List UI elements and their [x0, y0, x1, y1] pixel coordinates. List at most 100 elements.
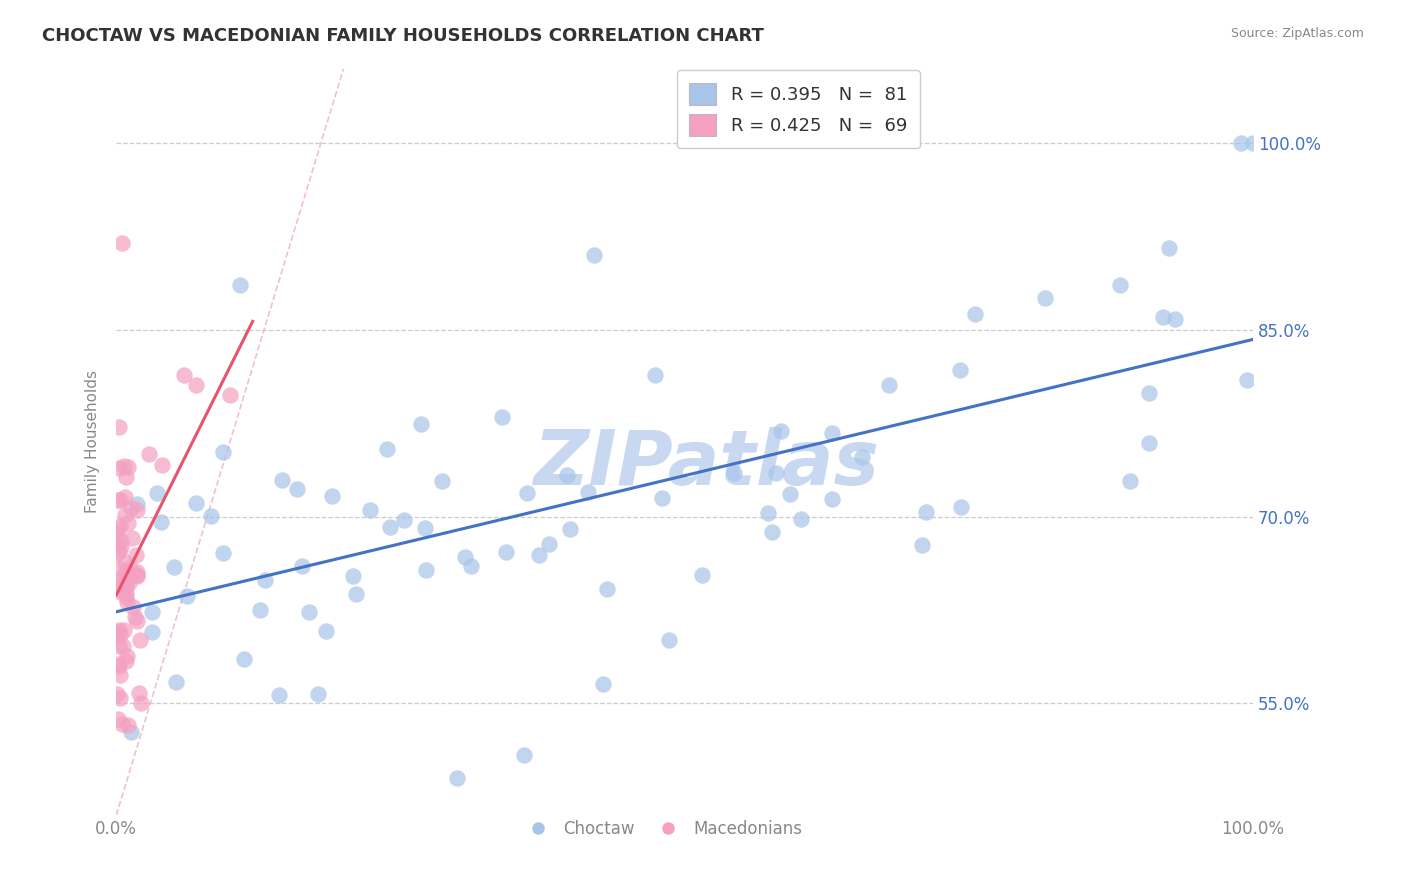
Point — [411, 417, 433, 431]
Point — [651, 491, 673, 505]
Point — [446, 771, 468, 785]
Point — [107, 687, 129, 701]
Point — [107, 659, 129, 673]
Point — [107, 657, 129, 672]
Point — [107, 536, 129, 550]
Point — [375, 442, 398, 457]
Point — [115, 580, 138, 594]
Point — [576, 485, 599, 500]
Point — [285, 483, 308, 497]
Point — [658, 633, 681, 648]
Point — [249, 603, 271, 617]
Point — [910, 538, 932, 552]
Point — [122, 599, 145, 614]
Point — [107, 542, 129, 557]
Point — [963, 307, 986, 321]
Point — [186, 496, 208, 510]
Point — [692, 567, 714, 582]
Point — [949, 363, 972, 377]
Point — [915, 505, 938, 519]
Point — [491, 409, 513, 424]
Point — [112, 574, 135, 589]
Point — [111, 640, 134, 654]
Point — [821, 492, 844, 507]
Point — [723, 466, 745, 480]
Point — [212, 445, 235, 459]
Point — [150, 515, 173, 529]
Point — [108, 623, 131, 637]
Point — [114, 564, 136, 578]
Point — [128, 686, 150, 700]
Point — [529, 548, 551, 562]
Point — [644, 368, 666, 383]
Point — [117, 516, 139, 530]
Point — [110, 691, 132, 706]
Point — [115, 590, 138, 604]
Point — [1157, 241, 1180, 255]
Text: Source: ZipAtlas.com: Source: ZipAtlas.com — [1230, 27, 1364, 40]
Point — [107, 583, 129, 598]
Point — [851, 450, 873, 465]
Point — [1137, 436, 1160, 450]
Point — [108, 628, 131, 642]
Point — [290, 558, 312, 573]
Point — [107, 522, 129, 536]
Point — [233, 651, 256, 665]
Point — [415, 563, 437, 577]
Point — [107, 624, 129, 639]
Point — [114, 586, 136, 600]
Point — [271, 473, 294, 487]
Point — [125, 565, 148, 579]
Point — [1230, 136, 1253, 151]
Point — [108, 420, 131, 434]
Point — [537, 536, 560, 550]
Point — [513, 747, 536, 762]
Point — [1152, 310, 1174, 324]
Point — [114, 654, 136, 668]
Point — [114, 490, 136, 504]
Point — [115, 595, 138, 609]
Point — [114, 555, 136, 569]
Point — [111, 717, 134, 731]
Point — [460, 558, 482, 573]
Point — [380, 520, 402, 534]
Point — [121, 531, 143, 545]
Point — [145, 486, 167, 500]
Point — [756, 506, 779, 520]
Point — [107, 572, 129, 586]
Point — [108, 668, 131, 682]
Point — [950, 500, 973, 514]
Point — [150, 458, 173, 472]
Point — [761, 524, 783, 539]
Point — [163, 559, 186, 574]
Point — [118, 576, 141, 591]
Point — [138, 447, 160, 461]
Point — [125, 614, 148, 628]
Point — [1033, 291, 1056, 305]
Point — [115, 649, 138, 664]
Point — [342, 568, 364, 582]
Point — [592, 677, 614, 691]
Point — [124, 610, 146, 624]
Point — [125, 568, 148, 582]
Point — [495, 545, 517, 559]
Point — [173, 368, 195, 382]
Point — [117, 718, 139, 732]
Point — [108, 518, 131, 533]
Point — [120, 501, 142, 516]
Point — [131, 696, 153, 710]
Point — [267, 688, 290, 702]
Point — [141, 605, 163, 619]
Point — [110, 541, 132, 555]
Point — [413, 520, 436, 534]
Point — [115, 574, 138, 588]
Point — [107, 527, 129, 541]
Point — [308, 687, 330, 701]
Point — [112, 459, 135, 474]
Point — [315, 624, 337, 639]
Point — [432, 474, 454, 488]
Point — [1241, 136, 1264, 151]
Point — [1164, 312, 1187, 326]
Text: CHOCTAW VS MACEDONIAN FAMILY HOUSEHOLDS CORRELATION CHART: CHOCTAW VS MACEDONIAN FAMILY HOUSEHOLDS … — [42, 27, 763, 45]
Point — [595, 582, 617, 597]
